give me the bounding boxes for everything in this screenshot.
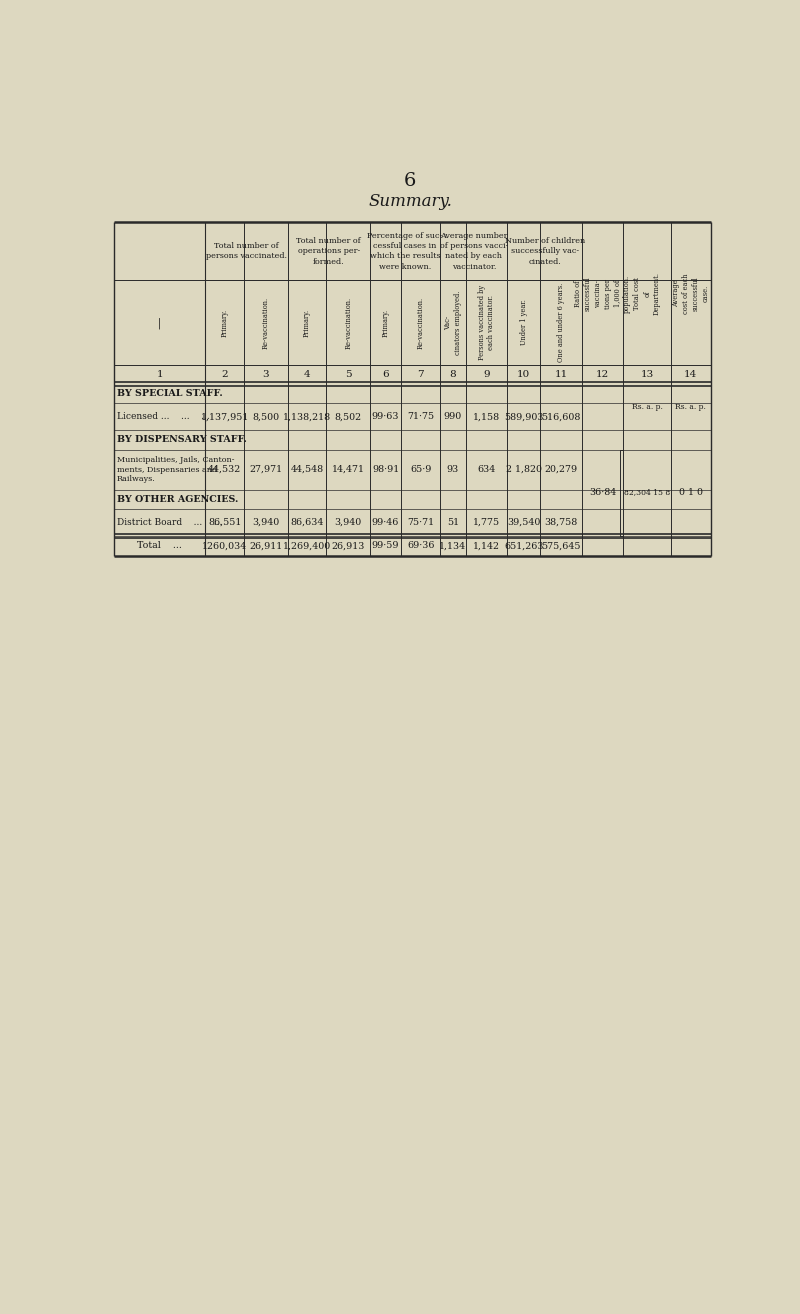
Text: Average number
of persons vacci-
nated by each
vaccinator.: Average number of persons vacci- nated b… — [439, 231, 508, 271]
Text: Licensed ...    ...    ...: Licensed ... ... ... — [117, 413, 210, 422]
Text: 38,758: 38,758 — [545, 518, 578, 527]
Text: 13: 13 — [641, 371, 654, 378]
Text: 1,142: 1,142 — [473, 541, 500, 551]
Text: Primary.: Primary. — [303, 309, 311, 336]
Text: 93: 93 — [446, 465, 459, 474]
Text: 14,471: 14,471 — [332, 465, 365, 474]
Text: Primary.: Primary. — [221, 309, 229, 336]
Text: 651,263: 651,263 — [504, 541, 543, 551]
Text: District Board    ...    ...: District Board ... ... — [117, 518, 222, 527]
Text: 5: 5 — [345, 371, 351, 378]
Text: 44,548: 44,548 — [290, 465, 324, 474]
Text: 3: 3 — [262, 371, 270, 378]
Text: 990: 990 — [444, 413, 462, 422]
Text: 8: 8 — [450, 371, 456, 378]
Text: 12: 12 — [596, 371, 610, 378]
Text: 8,502: 8,502 — [334, 413, 362, 422]
Text: 634: 634 — [478, 465, 495, 474]
Text: Rs. a. p.: Rs. a. p. — [632, 403, 662, 411]
Text: 71·75: 71·75 — [407, 413, 434, 422]
Text: 4: 4 — [304, 371, 310, 378]
Text: 69·36: 69·36 — [407, 541, 434, 551]
Text: Percentage of suc-
cessful cases in
which the results
were known.: Percentage of suc- cessful cases in whic… — [367, 231, 442, 271]
Text: 36·84: 36·84 — [589, 487, 616, 497]
Text: Rs. a. p.: Rs. a. p. — [675, 403, 706, 411]
Text: 11: 11 — [554, 371, 568, 378]
Text: Total number of
persons vaccinated.: Total number of persons vaccinated. — [206, 242, 287, 260]
Text: Vac-
cinators employed.: Vac- cinators employed. — [444, 290, 462, 355]
Text: 1,269,400: 1,269,400 — [283, 541, 331, 551]
Text: 44,532: 44,532 — [208, 465, 242, 474]
Text: 26,911: 26,911 — [250, 541, 282, 551]
Text: 2: 2 — [222, 371, 228, 378]
Text: Number of children
successfully vac-
cinated.: Number of children successfully vac- cin… — [505, 237, 585, 265]
Text: 75·71: 75·71 — [407, 518, 434, 527]
Text: Municipalities, Jails, Canton-
ments, Dispensaries and
Railways.: Municipalities, Jails, Canton- ments, Di… — [117, 456, 234, 484]
Text: 14: 14 — [684, 371, 698, 378]
Text: 98·91: 98·91 — [372, 465, 399, 474]
Text: 9: 9 — [483, 371, 490, 378]
Text: Summary.: Summary. — [368, 193, 452, 210]
Text: One and under 6 years.: One and under 6 years. — [558, 283, 566, 363]
Text: 6: 6 — [382, 371, 389, 378]
Text: 1,158: 1,158 — [473, 413, 500, 422]
Text: 3,940: 3,940 — [252, 518, 279, 527]
Text: BY SPECIAL STAFF.: BY SPECIAL STAFF. — [117, 389, 222, 398]
Text: 1: 1 — [156, 371, 163, 378]
Text: 10: 10 — [518, 371, 530, 378]
Text: 3,940: 3,940 — [334, 518, 362, 527]
Text: 1,134: 1,134 — [439, 541, 466, 551]
Text: 82,304 15 8: 82,304 15 8 — [624, 489, 670, 497]
Text: Total cost
of
Department.: Total cost of Department. — [634, 272, 661, 315]
Text: 0 1 0: 0 1 0 — [679, 487, 703, 497]
Text: Ratio of
successful
vaccina-
tions per
1,000 of
population.: Ratio of successful vaccina- tions per 1… — [574, 275, 631, 313]
Text: Re-vaccination.: Re-vaccination. — [417, 297, 425, 348]
Text: Re-vaccination.: Re-vaccination. — [344, 297, 352, 348]
Text: 7: 7 — [418, 371, 424, 378]
Text: BY OTHER AGENCIES.: BY OTHER AGENCIES. — [117, 494, 238, 503]
Text: 1,775: 1,775 — [473, 518, 500, 527]
Text: 6: 6 — [404, 172, 416, 191]
Text: Re-vaccination.: Re-vaccination. — [262, 297, 270, 348]
Text: 86,551: 86,551 — [208, 518, 242, 527]
Text: 1,137,951: 1,137,951 — [201, 413, 249, 422]
Text: 65·9: 65·9 — [410, 465, 431, 474]
Text: Total    ...: Total ... — [138, 541, 182, 551]
Text: 2 1,820: 2 1,820 — [506, 465, 542, 474]
Text: 39,540: 39,540 — [507, 518, 541, 527]
Text: 575,645: 575,645 — [542, 541, 581, 551]
Text: 1260,034: 1260,034 — [202, 541, 247, 551]
Text: Under 1 year.: Under 1 year. — [520, 300, 528, 346]
Text: Persons vaccinated by
each vaccinator.: Persons vaccinated by each vaccinator. — [478, 285, 495, 360]
Text: Total number of
operations per-
formed.: Total number of operations per- formed. — [297, 237, 361, 265]
Text: 26,913: 26,913 — [331, 541, 365, 551]
Text: 20,279: 20,279 — [545, 465, 578, 474]
Text: 99·46: 99·46 — [372, 518, 399, 527]
Text: 516,608: 516,608 — [542, 413, 581, 422]
Text: 51: 51 — [446, 518, 459, 527]
Text: 8,500: 8,500 — [252, 413, 279, 422]
Text: Average
cost of each
successful
case.: Average cost of each successful case. — [672, 273, 710, 314]
Text: 1,138,218: 1,138,218 — [283, 413, 331, 422]
Text: 27,971: 27,971 — [250, 465, 282, 474]
Text: 86,634: 86,634 — [290, 518, 324, 527]
Text: 99·59: 99·59 — [372, 541, 399, 551]
Text: BY DISPENSARY STAFF.: BY DISPENSARY STAFF. — [117, 435, 247, 444]
Text: Primary.: Primary. — [382, 309, 390, 336]
Text: 99·63: 99·63 — [372, 413, 399, 422]
Text: —: — — [153, 317, 166, 328]
Text: 589,903: 589,903 — [504, 413, 543, 422]
